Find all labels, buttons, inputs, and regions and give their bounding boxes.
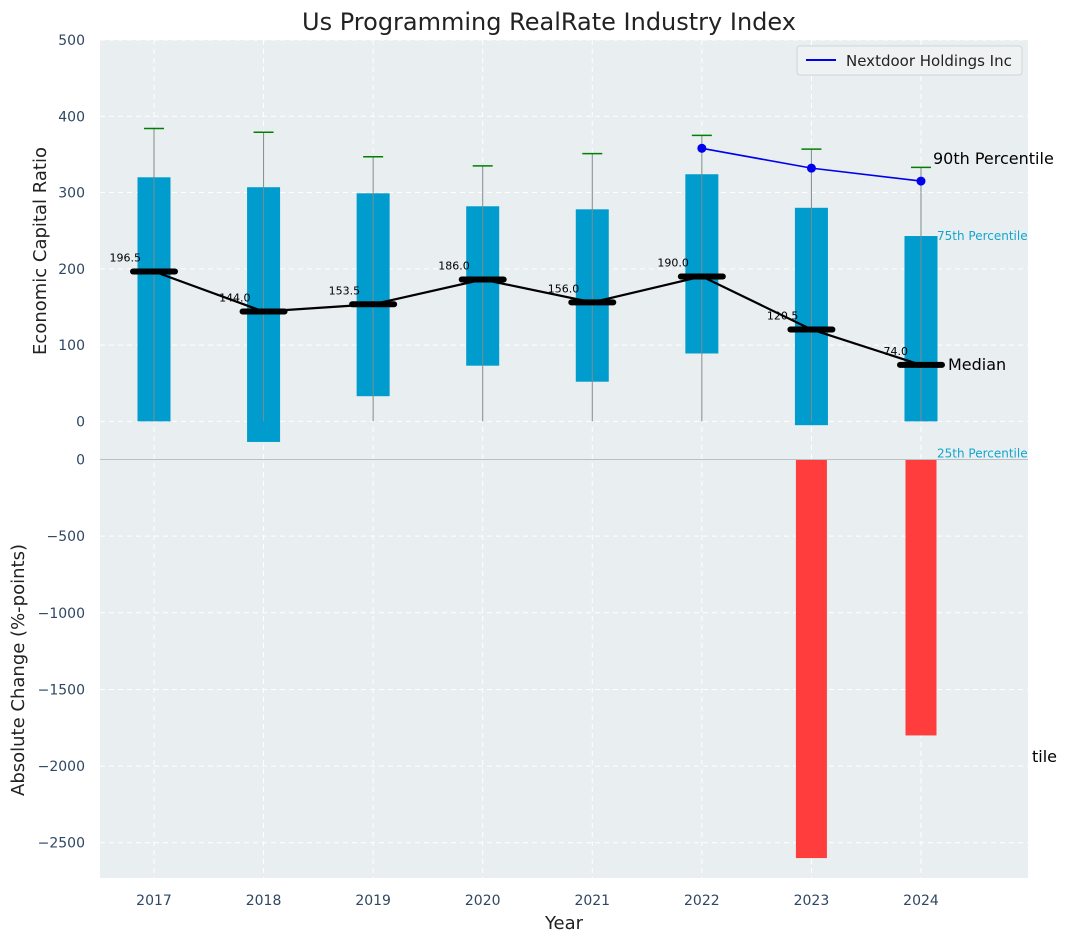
x-tick-label: 2018	[246, 893, 282, 909]
company-point-2023	[806, 163, 816, 173]
median-value-label: 74.0	[883, 345, 908, 358]
bottom-y-tick-label: −1000	[38, 606, 85, 622]
top-y-tick-label: 300	[58, 186, 85, 202]
x-ticks: 2017 2018 2019 2020 2021 2022 2023 2024	[136, 893, 939, 909]
top-y-tick-label: 0	[76, 414, 85, 430]
median-annotation: Median	[948, 355, 1006, 374]
x-tick-label: 2017	[136, 893, 172, 909]
bottom-panel-background	[100, 460, 1028, 878]
x-tick-label: 2021	[574, 893, 610, 909]
legend: Nextdoor Holdings Inc	[796, 45, 1023, 76]
median-value-label: 186.0	[438, 259, 470, 272]
x-axis-label: Year	[544, 913, 584, 934]
change-bars: tile	[795, 459, 1057, 859]
median-value-label: 196.5	[110, 251, 142, 264]
x-tick-label: 2024	[903, 893, 939, 909]
p90-annotation: 90th Percentile	[933, 149, 1054, 168]
change-bar-2023	[795, 459, 827, 859]
top-y-ticks: 0 100 200 300 400 500	[58, 33, 85, 430]
top-y-tick-label: 200	[58, 262, 85, 278]
annotations: 90th Percentile 75th Percentile Median 25th…	[933, 149, 1054, 460]
chart-title: Us Programming RealRate Industry Index	[302, 8, 796, 36]
legend-label: Nextdoor Holdings Inc	[846, 52, 1012, 70]
top-panel-background	[100, 40, 1028, 459]
top-y-tick-label: 100	[58, 338, 85, 354]
median-value-label: 120.5	[767, 309, 799, 322]
bottom-y-tick-label: −1500	[38, 682, 85, 698]
whiskers	[144, 127, 931, 422]
company-point-2024	[916, 176, 926, 186]
company-line	[697, 143, 926, 186]
top-y-tick-label: 400	[58, 109, 85, 125]
bottom-grid	[100, 535, 1028, 844]
bottom-y-tick-label: −2500	[38, 836, 85, 852]
top-y-tick-label: 500	[58, 33, 85, 49]
bottom-y-ticks: 0 −500 −1000 −1500 −2000 −2500	[38, 453, 85, 852]
p25-annotation: 25th Percentile	[937, 447, 1028, 461]
bottom-y-tick-label: −2000	[38, 759, 85, 775]
bottom-y-axis-label: Absolute Change (%-points)	[8, 544, 29, 796]
x-tick-label: 2019	[355, 893, 391, 909]
bottom-y-tick-label: 0	[76, 453, 85, 469]
median-value-label: 156.0	[548, 282, 580, 295]
median-value-label: 153.5	[329, 284, 361, 297]
median-line: 196.5 144.0 153.5 186.0 156.0 190.0 120.5 74.0	[110, 251, 945, 368]
x-tick-label: 2020	[465, 893, 501, 909]
x-tick-label: 2022	[684, 893, 720, 909]
p75-annotation: 75th Percentile	[937, 229, 1028, 243]
top-y-axis-label: Economic Capital Ratio	[30, 147, 51, 355]
change-bar-2024	[905, 459, 937, 736]
company-point-2022	[697, 143, 707, 153]
x-tick-label: 2023	[794, 893, 830, 909]
legend-box	[796, 45, 1023, 76]
clipped-annotation: tile	[1032, 747, 1057, 766]
median-value-label: 144.0	[219, 292, 251, 305]
bottom-y-tick-label: −500	[47, 529, 85, 545]
median-value-label: 190.0	[657, 256, 689, 269]
